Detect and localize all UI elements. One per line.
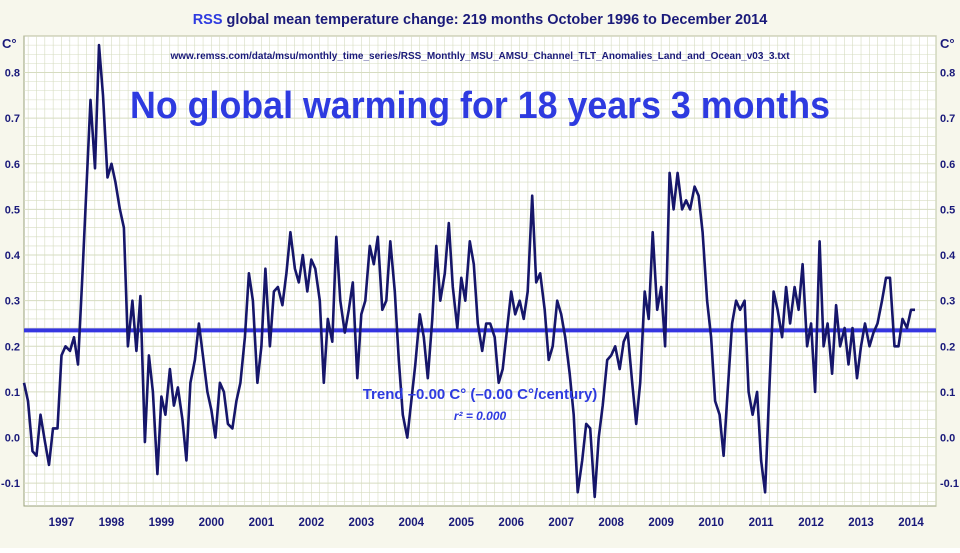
y-tick-label-left: 0.5: [5, 204, 20, 216]
x-tick-label: 1999: [149, 517, 175, 529]
x-tick-label: 1997: [49, 517, 75, 529]
x-tick-labels: 1997 1998 1999 2000 2001 2002 2003 2004 2005 2006…: [49, 517, 925, 529]
chart-title: RSS global mean temperature change: 219 …: [193, 12, 768, 28]
x-tick-label: 2002: [299, 517, 325, 529]
y-tick-label-left: 0.8: [5, 68, 20, 80]
y-tick-label-right: 0.2: [940, 341, 955, 353]
x-tick-label: 2013: [848, 517, 874, 529]
x-tick-label: 1998: [99, 517, 125, 529]
headline: No global warming for 18 years 3 months: [130, 85, 830, 127]
y-tick-labels-left: -0.1 0.0 0.1 0.2 0.3 0.4 0.5 0.6 0.7 0.8: [1, 68, 21, 491]
y-tick-label-left: 0.2: [5, 341, 20, 353]
chart-title-rest: global mean temperature change: 219 mont…: [223, 12, 768, 28]
x-tick-label: 2007: [548, 517, 574, 529]
y-tick-label-left: 0.0: [5, 433, 20, 445]
unit-label-left: C°: [2, 36, 17, 51]
y-tick-label-left: 0.4: [5, 250, 21, 262]
y-tick-label-left: 0.7: [5, 113, 20, 125]
plot-area: [23, 35, 937, 507]
y-tick-label-left: 0.1: [5, 387, 20, 399]
y-tick-label-right: 0.8: [940, 68, 955, 80]
x-tick-label: 2008: [598, 517, 624, 529]
y-tick-labels-right: -0.1 0.0 0.1 0.2 0.3 0.4 0.5 0.6 0.7 0.8: [940, 68, 959, 491]
x-tick-label: 2014: [898, 517, 924, 529]
x-tick-label: 2009: [648, 517, 674, 529]
y-tick-label-right: -0.1: [940, 478, 959, 490]
y-tick-label-right: 0.5: [940, 204, 955, 216]
x-tick-label: 2000: [199, 517, 225, 529]
y-tick-label-left: 0.3: [5, 296, 20, 308]
chart-title-prefix: RSS: [193, 12, 223, 28]
x-tick-label: 2001: [249, 517, 275, 529]
y-tick-label-right: 0.7: [940, 113, 955, 125]
x-tick-label: 2003: [349, 517, 375, 529]
x-tick-label: 2006: [498, 517, 524, 529]
y-tick-label-left: -0.1: [1, 478, 20, 490]
unit-label-right: C°: [940, 36, 955, 51]
r-squared-label: r² = 0.000: [454, 409, 507, 423]
y-tick-label-right: 0.6: [940, 159, 955, 171]
y-tick-label-left: 0.6: [5, 159, 20, 171]
y-tick-label-right: 0.0: [940, 433, 955, 445]
x-tick-label: 2010: [698, 517, 724, 529]
x-tick-label: 2012: [798, 517, 824, 529]
source-url: www.remss.com/data/msu/monthly_time_seri…: [169, 51, 790, 62]
x-tick-label: 2005: [448, 517, 474, 529]
y-tick-label-right: 0.3: [940, 296, 955, 308]
x-tick-label: 2011: [749, 517, 775, 529]
grid-layer: [24, 35, 937, 506]
x-tick-label: 2004: [398, 517, 424, 529]
y-tick-label-right: 0.4: [940, 250, 956, 262]
trend-label: Trend –0.00 C° (–0.00 C°/century): [363, 386, 598, 403]
series-line-rss: [22, 43, 915, 499]
y-tick-label-right: 0.1: [940, 387, 955, 399]
